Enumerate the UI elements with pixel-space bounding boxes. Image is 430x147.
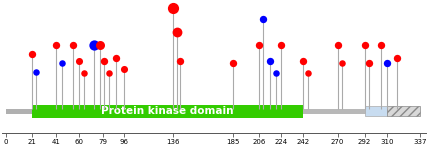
Point (383, 62, 390, 64)
Point (53, 44, 60, 46)
Point (91, 44, 98, 46)
Bar (365, 106, 387, 116)
Point (267, 60, 273, 62)
Point (255, 44, 262, 46)
Point (81, 71, 88, 74)
Point (304, 71, 311, 74)
Point (366, 62, 373, 64)
Point (339, 62, 346, 64)
Point (70, 44, 77, 46)
Point (113, 57, 120, 60)
Bar (387, 106, 420, 116)
Point (97, 44, 104, 46)
Point (230, 62, 236, 64)
Point (278, 44, 285, 46)
Point (28, 53, 35, 55)
Point (120, 68, 127, 71)
Point (300, 60, 307, 62)
Point (273, 71, 280, 74)
Point (105, 71, 112, 74)
Point (177, 60, 184, 62)
Point (169, 7, 176, 9)
Point (393, 57, 400, 60)
Point (361, 44, 368, 46)
Point (76, 60, 83, 62)
Point (59, 62, 66, 64)
Bar (31, 105, 303, 117)
Point (101, 60, 108, 62)
Bar (6, 109, 420, 114)
Point (173, 31, 180, 33)
Point (377, 44, 384, 46)
Point (334, 44, 341, 46)
Bar (303, 109, 365, 114)
Point (259, 18, 266, 20)
Point (33, 71, 40, 73)
Text: Protein kinase domain: Protein kinase domain (101, 106, 233, 116)
